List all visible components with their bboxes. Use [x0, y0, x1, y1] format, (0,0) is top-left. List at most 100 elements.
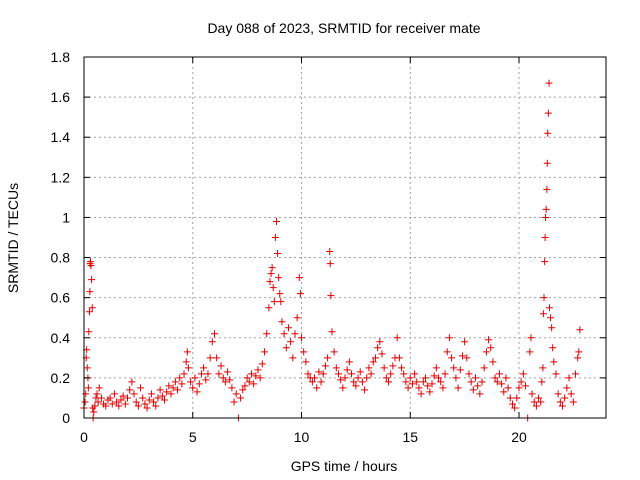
data-point [480, 364, 488, 372]
data-point [519, 370, 527, 378]
data-point [406, 374, 414, 382]
data-point [443, 348, 451, 356]
data-point [482, 348, 490, 356]
data-point [106, 394, 114, 402]
data-point [174, 386, 182, 394]
data-points [80, 79, 584, 422]
data-point [543, 185, 551, 193]
data-point [258, 360, 266, 368]
data-point [86, 288, 94, 296]
data-point [395, 354, 403, 362]
data-point [450, 364, 458, 372]
plot-frame [83, 56, 607, 419]
data-point [334, 370, 342, 378]
data-point [530, 398, 538, 406]
data-point [326, 260, 334, 268]
data-point [217, 362, 225, 370]
data-point [493, 378, 501, 386]
data-point [219, 374, 227, 382]
data-point [254, 366, 262, 374]
data-point [544, 109, 552, 117]
data-point [472, 374, 479, 382]
data-point [456, 366, 464, 374]
data-point [339, 384, 347, 392]
data-point [365, 364, 373, 372]
data-point [393, 334, 401, 342]
data-point [180, 370, 188, 378]
data-point [467, 378, 475, 386]
data-point [382, 374, 390, 382]
data-point [85, 308, 93, 316]
data-point [378, 350, 386, 358]
data-point [538, 378, 546, 386]
data-point [82, 390, 90, 398]
data-point [313, 384, 321, 392]
data-point [478, 378, 486, 386]
data-point [528, 390, 536, 398]
data-point [293, 314, 301, 322]
data-point [576, 326, 584, 334]
data-point [117, 396, 125, 404]
data-point [275, 274, 283, 282]
data-point [385, 378, 392, 386]
data-point [183, 348, 191, 356]
data-point [265, 304, 273, 312]
data-point [541, 258, 549, 266]
data-point [539, 310, 547, 318]
data-point [556, 398, 564, 406]
data-point [147, 390, 155, 398]
data-point [134, 402, 142, 410]
data-point [411, 370, 419, 378]
data-point [345, 358, 353, 366]
data-point [565, 374, 573, 382]
data-point [552, 370, 560, 378]
data-point [428, 380, 436, 388]
data-point [502, 374, 510, 382]
data-point [491, 374, 499, 382]
y-tick-label: 1.8 [51, 49, 71, 65]
data-point [398, 364, 406, 372]
data-point [150, 398, 158, 406]
data-point [284, 324, 292, 332]
data-point [332, 364, 340, 372]
data-point [295, 274, 303, 282]
data-point [211, 330, 218, 338]
y-axis-label: SRMTID / TECUs [5, 183, 21, 293]
data-point [574, 354, 582, 362]
data-point [408, 380, 416, 388]
data-point [404, 384, 412, 392]
data-point [84, 384, 92, 392]
x-axis-label: GPS time / hours [291, 458, 398, 474]
data-point [124, 394, 131, 402]
data-point [327, 292, 335, 300]
data-point [266, 278, 274, 286]
data-point [374, 344, 382, 352]
data-point [354, 374, 362, 382]
data-point [419, 378, 427, 386]
data-point [87, 262, 95, 270]
data-point [165, 382, 173, 390]
y-tick-label: 0.4 [51, 330, 71, 346]
data-point [176, 374, 184, 382]
data-point [167, 390, 175, 398]
data-point [191, 374, 199, 382]
data-point [361, 386, 369, 394]
data-point [324, 354, 332, 362]
data-point [237, 394, 245, 402]
data-point [132, 398, 140, 406]
data-point [572, 370, 580, 378]
data-point [341, 374, 349, 382]
data-point [317, 378, 325, 386]
data-point [187, 378, 195, 386]
data-point [200, 364, 208, 372]
data-point [274, 250, 282, 258]
data-point [287, 338, 295, 346]
data-point [532, 402, 540, 410]
data-point [326, 248, 334, 256]
data-point [221, 378, 229, 386]
data-point [417, 390, 425, 398]
data-point [474, 382, 482, 390]
data-point [575, 348, 583, 356]
data-point [130, 390, 138, 398]
data-point [139, 394, 147, 402]
